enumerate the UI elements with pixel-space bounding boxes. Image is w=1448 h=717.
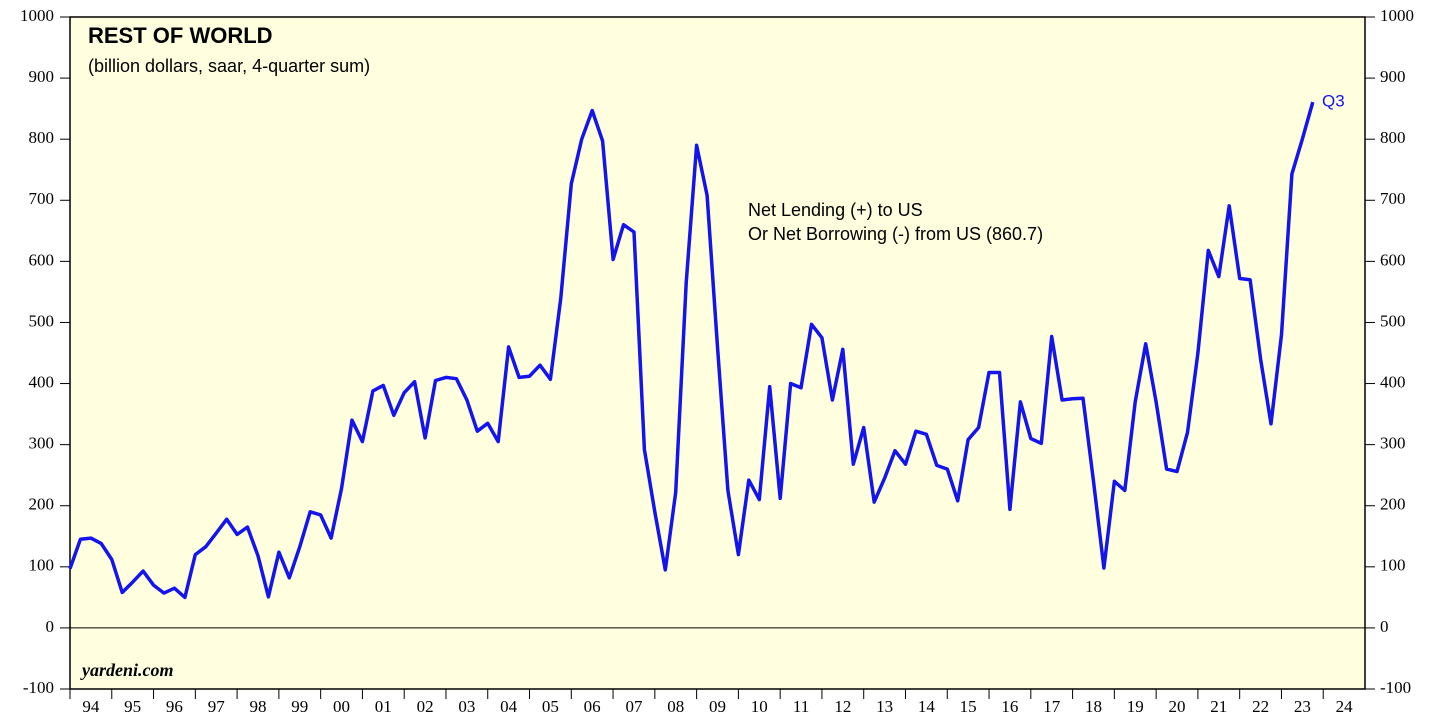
y-tick-label: 500 <box>29 311 55 330</box>
y-tick-label: 1000 <box>20 6 54 25</box>
y2-tick-label: 500 <box>1380 311 1406 330</box>
y2-tick-label: 100 <box>1380 556 1406 575</box>
x-tick-label: 19 <box>1127 697 1144 716</box>
x-tick-label: 21 <box>1210 697 1227 716</box>
x-tick-label: 16 <box>1001 697 1018 716</box>
x-tick-label: 97 <box>208 697 226 716</box>
y2-tick-label: -100 <box>1380 678 1411 697</box>
y2-tick-label: 600 <box>1380 250 1406 269</box>
y2-tick-label: 900 <box>1380 67 1406 86</box>
x-tick-label: 98 <box>249 697 266 716</box>
chart-title: REST OF WORLD <box>88 23 273 48</box>
x-tick-label: 07 <box>625 697 643 716</box>
x-tick-label: 23 <box>1294 697 1311 716</box>
y-tick-label: 900 <box>29 67 55 86</box>
y-tick-label: -100 <box>23 678 54 697</box>
y2-tick-label: 200 <box>1380 495 1406 514</box>
y2-tick-label: 800 <box>1380 128 1406 147</box>
x-tick-label: 22 <box>1252 697 1269 716</box>
y-tick-label: 600 <box>29 250 55 269</box>
y2-tick-label: 1000 <box>1380 6 1414 25</box>
x-tick-label: 09 <box>709 697 726 716</box>
x-tick-label: 13 <box>876 697 893 716</box>
y-tick-label: 400 <box>29 372 55 391</box>
x-tick-label: 14 <box>918 697 936 716</box>
x-tick-label: 02 <box>417 697 434 716</box>
y2-tick-label: 0 <box>1380 617 1389 636</box>
x-tick-label: 15 <box>960 697 977 716</box>
y-tick-label: 700 <box>29 189 55 208</box>
y2-tick-label: 300 <box>1380 434 1406 453</box>
x-tick-label: 18 <box>1085 697 1102 716</box>
data-line <box>68 101 1315 600</box>
chart-subtitle: (billion dollars, saar, 4-quarter sum) <box>88 56 370 76</box>
x-tick-label: 96 <box>166 697 183 716</box>
x-tick-label: 94 <box>82 697 100 716</box>
y-tick-label: 100 <box>29 556 55 575</box>
y-tick-label: 300 <box>29 434 55 453</box>
x-tick-label: 00 <box>333 697 350 716</box>
x-tick-label: 11 <box>793 697 809 716</box>
x-tick-label: 03 <box>458 697 475 716</box>
y-tick-label: 200 <box>29 495 55 514</box>
end-label: Q3 <box>1322 91 1345 110</box>
x-tick-label: 10 <box>751 697 768 716</box>
y-tick-label: 0 <box>46 617 55 636</box>
x-tick-label: 05 <box>542 697 559 716</box>
x-tick-label: 24 <box>1336 697 1354 716</box>
y-tick-label: 800 <box>29 128 55 147</box>
x-tick-label: 95 <box>124 697 141 716</box>
x-tick-label: 99 <box>291 697 308 716</box>
x-tick-label: 04 <box>500 697 518 716</box>
annotation: Or Net Borrowing (-) from US (860.7) <box>748 224 1043 244</box>
y2-tick-label: 700 <box>1380 189 1406 208</box>
y2-tick-label: 400 <box>1380 372 1406 391</box>
source: yardeni.com <box>80 660 174 680</box>
x-tick-label: 01 <box>375 697 392 716</box>
x-tick-label: 20 <box>1169 697 1186 716</box>
x-tick-label: 06 <box>584 697 601 716</box>
annotation: Net Lending (+) to US <box>748 200 923 220</box>
x-tick-label: 12 <box>834 697 851 716</box>
x-tick-label: 08 <box>667 697 684 716</box>
x-tick-label: 17 <box>1043 697 1061 716</box>
